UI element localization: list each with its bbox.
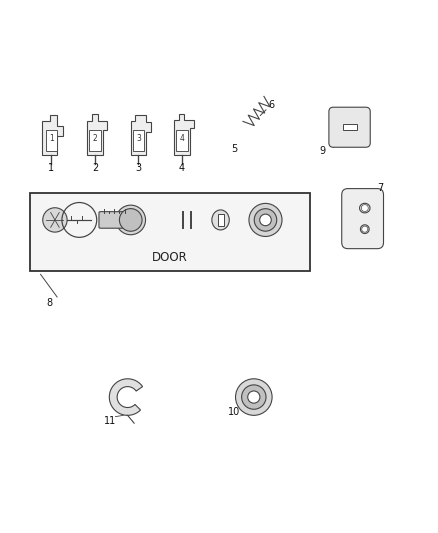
- Text: 11: 11: [104, 416, 117, 426]
- Bar: [177, 130, 187, 151]
- Ellipse shape: [212, 210, 229, 230]
- Text: 3: 3: [135, 163, 141, 173]
- Polygon shape: [131, 115, 151, 156]
- Text: 1: 1: [49, 134, 54, 143]
- Bar: [30, 192, 311, 271]
- Polygon shape: [174, 114, 194, 156]
- Text: 10: 10: [228, 407, 240, 417]
- Text: 2: 2: [92, 163, 98, 173]
- Text: 1: 1: [48, 163, 54, 173]
- Bar: [343, 124, 357, 130]
- Bar: [89, 130, 101, 151]
- Text: 7: 7: [377, 183, 383, 193]
- Circle shape: [254, 209, 277, 231]
- Text: 6: 6: [268, 100, 274, 110]
- Bar: [46, 130, 57, 151]
- Text: 4: 4: [179, 163, 185, 173]
- Text: 4: 4: [180, 134, 184, 143]
- Circle shape: [236, 379, 272, 415]
- Text: 2: 2: [92, 134, 97, 143]
- Text: 8: 8: [46, 298, 52, 309]
- Bar: [133, 130, 144, 151]
- Circle shape: [361, 205, 368, 212]
- Circle shape: [260, 214, 271, 225]
- FancyBboxPatch shape: [342, 189, 384, 249]
- Polygon shape: [87, 114, 107, 156]
- Circle shape: [362, 226, 368, 232]
- Text: DOOR: DOOR: [152, 251, 188, 264]
- Circle shape: [242, 385, 266, 409]
- Text: 5: 5: [231, 144, 237, 154]
- Circle shape: [43, 208, 67, 232]
- FancyBboxPatch shape: [99, 212, 126, 228]
- Text: 9: 9: [319, 146, 325, 156]
- Bar: [218, 214, 224, 226]
- Circle shape: [120, 208, 142, 231]
- Text: 3: 3: [136, 134, 141, 143]
- FancyBboxPatch shape: [329, 107, 370, 147]
- Circle shape: [248, 391, 260, 403]
- Circle shape: [116, 205, 145, 235]
- Polygon shape: [110, 379, 143, 415]
- Circle shape: [249, 204, 282, 237]
- Polygon shape: [42, 115, 63, 156]
